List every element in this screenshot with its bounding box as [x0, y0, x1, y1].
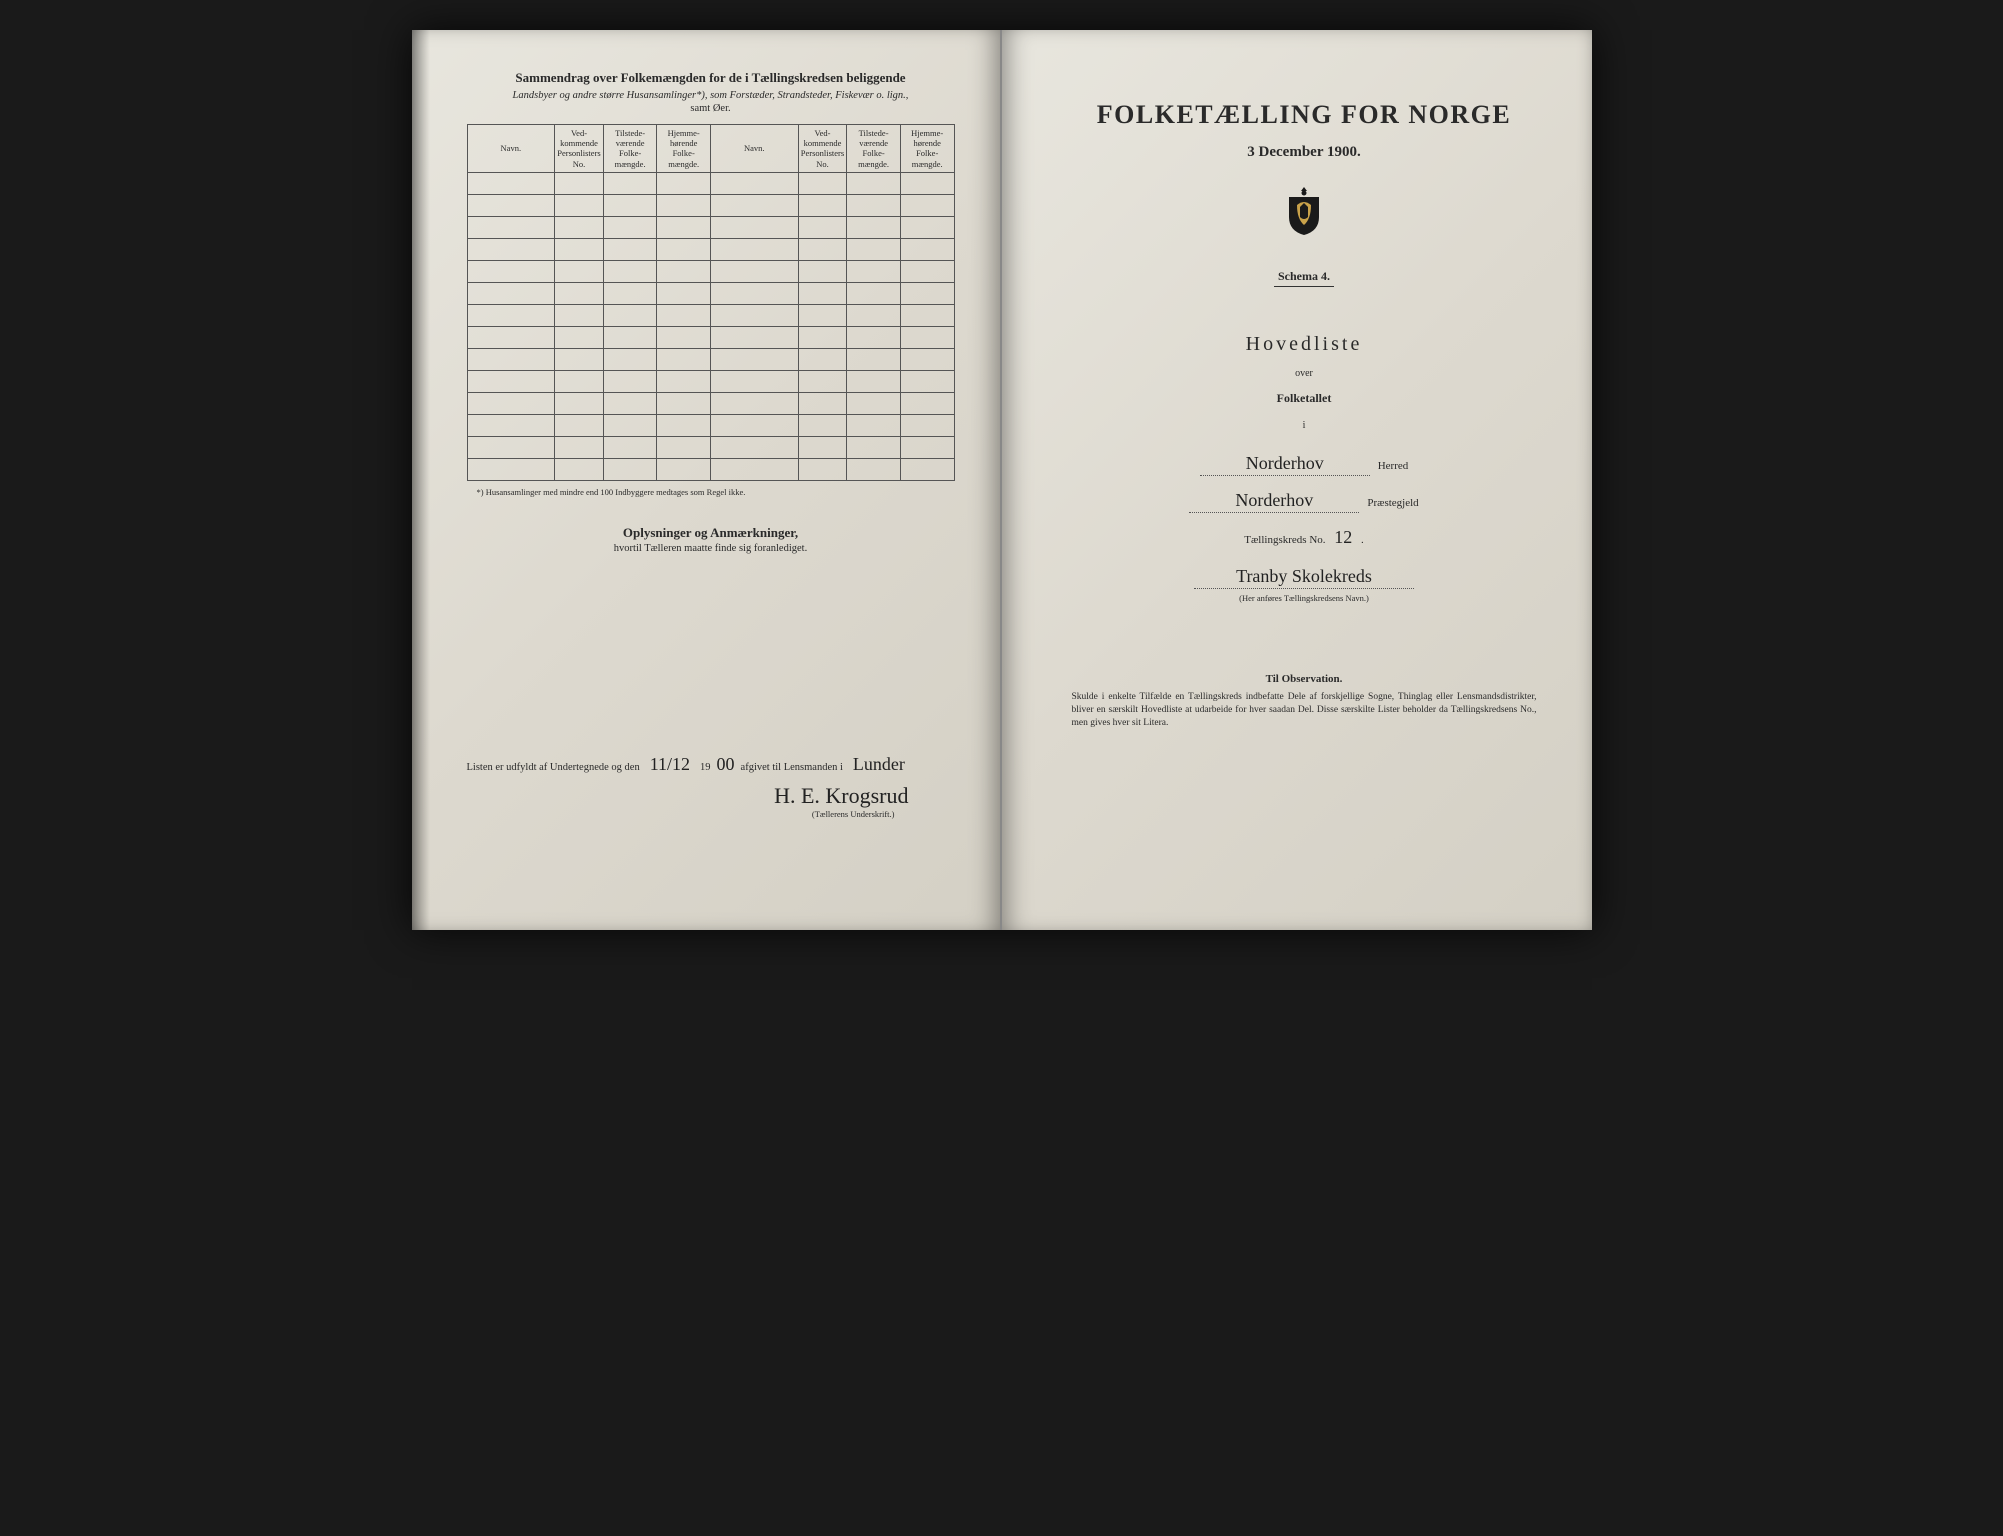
hovedliste-title: Hovedliste — [1062, 333, 1547, 356]
folketallet-label: Folketallet — [1062, 391, 1547, 406]
observation-body: Skulde i enkelte Tilfælde en Tællingskre… — [1062, 691, 1547, 729]
table-row — [467, 414, 954, 436]
table-row — [467, 194, 954, 216]
summary-subtitle-2: samt Øer. — [467, 103, 955, 114]
table-row — [467, 370, 954, 392]
col-navn-2: Navn. — [710, 125, 798, 173]
remarks-title: Oplysninger og Anmærkninger, — [467, 525, 955, 541]
sig-prefix: Listen er udfyldt af Undertegnede og den — [467, 762, 640, 773]
table-row — [467, 260, 954, 282]
signature-hand: H. E. Krogsrud — [467, 783, 915, 809]
kreds-no-row: Tællingskreds No. 12 . — [1062, 527, 1547, 548]
left-page: Sammendrag over Folkemængden for de i Tæ… — [412, 30, 1002, 930]
remarks-subtitle: hvortil Tælleren maatte finde sig foranl… — [467, 543, 955, 554]
over-label: over — [1062, 368, 1547, 379]
signature-caption: (Tællerens Underskrift.) — [467, 809, 895, 819]
praeste-value: Norderhov — [1189, 490, 1359, 513]
table-row — [467, 326, 954, 348]
sig-mid: afgivet til Lensmanden i — [741, 762, 843, 773]
table-row — [467, 436, 954, 458]
table-row — [467, 458, 954, 480]
col-tilstede: Tilstede-værende Folke-mængde. — [603, 125, 657, 173]
table-row — [467, 282, 954, 304]
right-page: FOLKETÆLLING FOR NORGE 3 December 1900. … — [1002, 30, 1592, 930]
col-vedk-2: Ved-kommende Personlisters No. — [798, 125, 847, 173]
kreds-caption: (Her anføres Tællingskredsens Navn.) — [1062, 593, 1547, 603]
summary-table-body — [467, 172, 954, 480]
census-date: 3 December 1900. — [1062, 144, 1547, 161]
sig-place-hand: Lunder — [847, 754, 911, 775]
col-hjemme: Hjemme-hørende Folke-mængde. — [657, 125, 711, 173]
summary-subtitle: Landsbyer og andre større Husansamlinger… — [467, 90, 955, 101]
kreds-name-row: Tranby Skolekreds — [1062, 566, 1547, 589]
schema-label: Schema 4. — [1274, 269, 1334, 287]
herred-label: Herred — [1378, 460, 1409, 472]
coat-of-arms-icon — [1283, 185, 1325, 237]
herred-row: Norderhov Herred — [1062, 453, 1547, 476]
summary-table: Navn. Ved-kommende Personlisters No. Til… — [467, 124, 955, 481]
table-row — [467, 238, 954, 260]
summary-title: Sammendrag over Folkemængden for de i Tæ… — [467, 70, 955, 86]
book-spread: Sammendrag over Folkemængden for de i Tæ… — [412, 30, 1592, 930]
kreds-name-value: Tranby Skolekreds — [1194, 566, 1414, 589]
col-navn: Navn. — [467, 125, 555, 173]
sig-year-hand: 00 — [715, 754, 737, 775]
table-row — [467, 216, 954, 238]
signature-line: Listen er udfyldt af Undertegnede og den… — [467, 754, 955, 775]
table-row — [467, 172, 954, 194]
praeste-label: Præstegjeld — [1367, 497, 1418, 509]
sig-year-prefix: 19 — [700, 762, 711, 773]
table-footnote: *) Husansamlinger med mindre end 100 Ind… — [477, 487, 955, 497]
table-row — [467, 304, 954, 326]
col-vedk: Ved-kommende Personlisters No. — [555, 125, 604, 173]
col-tilstede-2: Tilstede-værende Folke-mængde. — [847, 125, 901, 173]
sig-date-hand: 11/12 — [644, 754, 696, 775]
herred-value: Norderhov — [1200, 453, 1370, 476]
census-title: FOLKETÆLLING FOR NORGE — [1062, 100, 1547, 130]
observation-title: Til Observation. — [1062, 673, 1547, 685]
table-row — [467, 392, 954, 414]
col-hjemme-2: Hjemme-hørende Folke-mængde. — [900, 125, 954, 173]
praestegjeld-row: Norderhov Præstegjeld — [1062, 490, 1547, 513]
kreds-no-value: 12 — [1328, 527, 1358, 547]
table-row — [467, 348, 954, 370]
kreds-label: Tællingskreds No. — [1244, 534, 1325, 546]
i-label: i — [1062, 420, 1547, 431]
